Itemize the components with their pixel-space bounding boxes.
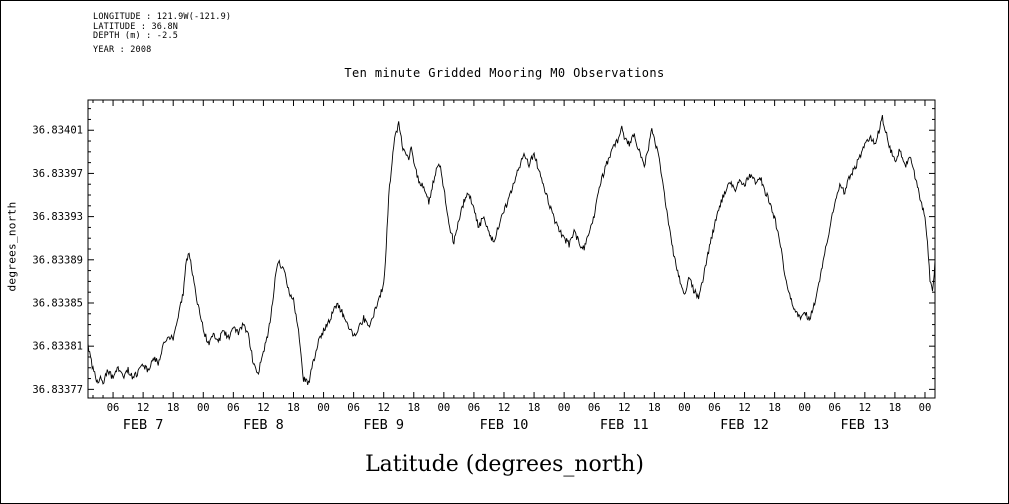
x-tick-label: 06 [347,402,360,414]
x-tick-label: 12 [377,402,390,414]
day-label: FEB 12 [720,417,769,433]
y-tick-label: 36.83393 [32,211,83,223]
metadata-year: YEAR : 2008 [93,44,152,55]
x-tick-label: 18 [768,402,781,414]
x-tick-label: 00 [197,402,210,414]
x-tick-label: 12 [618,402,631,414]
x-tick-label: 18 [528,402,541,414]
x-axis-big-label: Latitude (degrees_north) [365,452,644,477]
day-label: FEB 11 [600,417,649,433]
x-tick-label: 12 [859,402,872,414]
x-tick-label: 18 [407,402,420,414]
x-tick-label: 00 [798,402,811,414]
x-tick-label: 00 [317,402,330,414]
x-tick-label: 06 [708,402,721,414]
day-label: FEB 8 [243,417,284,433]
day-label: FEB 7 [123,417,164,433]
x-tick-label: 06 [468,402,481,414]
x-tick-label: 06 [828,402,841,414]
day-label: FEB 9 [363,417,404,433]
axis-labels: 06 12 18 00 06 12 18 00 06 12 18 00 06 12 18 00 06 12 18 00… [32,125,931,433]
x-tick-label: 18 [167,402,180,414]
x-tick-label: 12 [498,402,511,414]
y-tick-label: 36.83381 [32,341,83,353]
day-label: FEB 10 [480,417,529,433]
x-tick-label: 00 [558,402,571,414]
latitude-trace [87,115,936,385]
metadata-latitude: LATITUDE : 36.8N [93,21,179,32]
x-tick-label: 00 [919,402,932,414]
y-tick-label: 36.83385 [32,297,83,309]
axis-ticks [88,100,935,398]
plot-title: Ten minute Gridded Mooring M0 Observatio… [344,66,665,80]
metadata-longitude: LONGITUDE : 121.9W(-121.9) [93,12,232,22]
y-tick-label: 36.83397 [32,168,83,180]
x-tick-label: 12 [257,402,270,414]
x-tick-label: 06 [227,402,240,414]
y-tick-label: 36.83401 [32,125,83,137]
x-tick-label: 18 [287,402,300,414]
day-label: FEB 13 [840,417,889,433]
metadata-depth: DEPTH (m) : -2.5 [93,31,179,41]
plot-frame [87,99,936,399]
x-tick-label: 06 [588,402,601,414]
x-tick-label: 12 [137,402,150,414]
x-tick-label: 18 [889,402,902,414]
x-tick-label: 12 [738,402,751,414]
x-tick-label: 00 [438,402,451,414]
x-tick-label: 18 [648,402,661,414]
x-tick-label: 06 [107,402,120,414]
metadata-block: LONGITUDE : 121.9W(-121.9) LATITUDE : 36… [93,12,232,55]
y-tick-label: 36.83377 [32,384,83,396]
x-tick-label: 00 [678,402,691,414]
y-tick-label: 36.83389 [32,254,83,266]
